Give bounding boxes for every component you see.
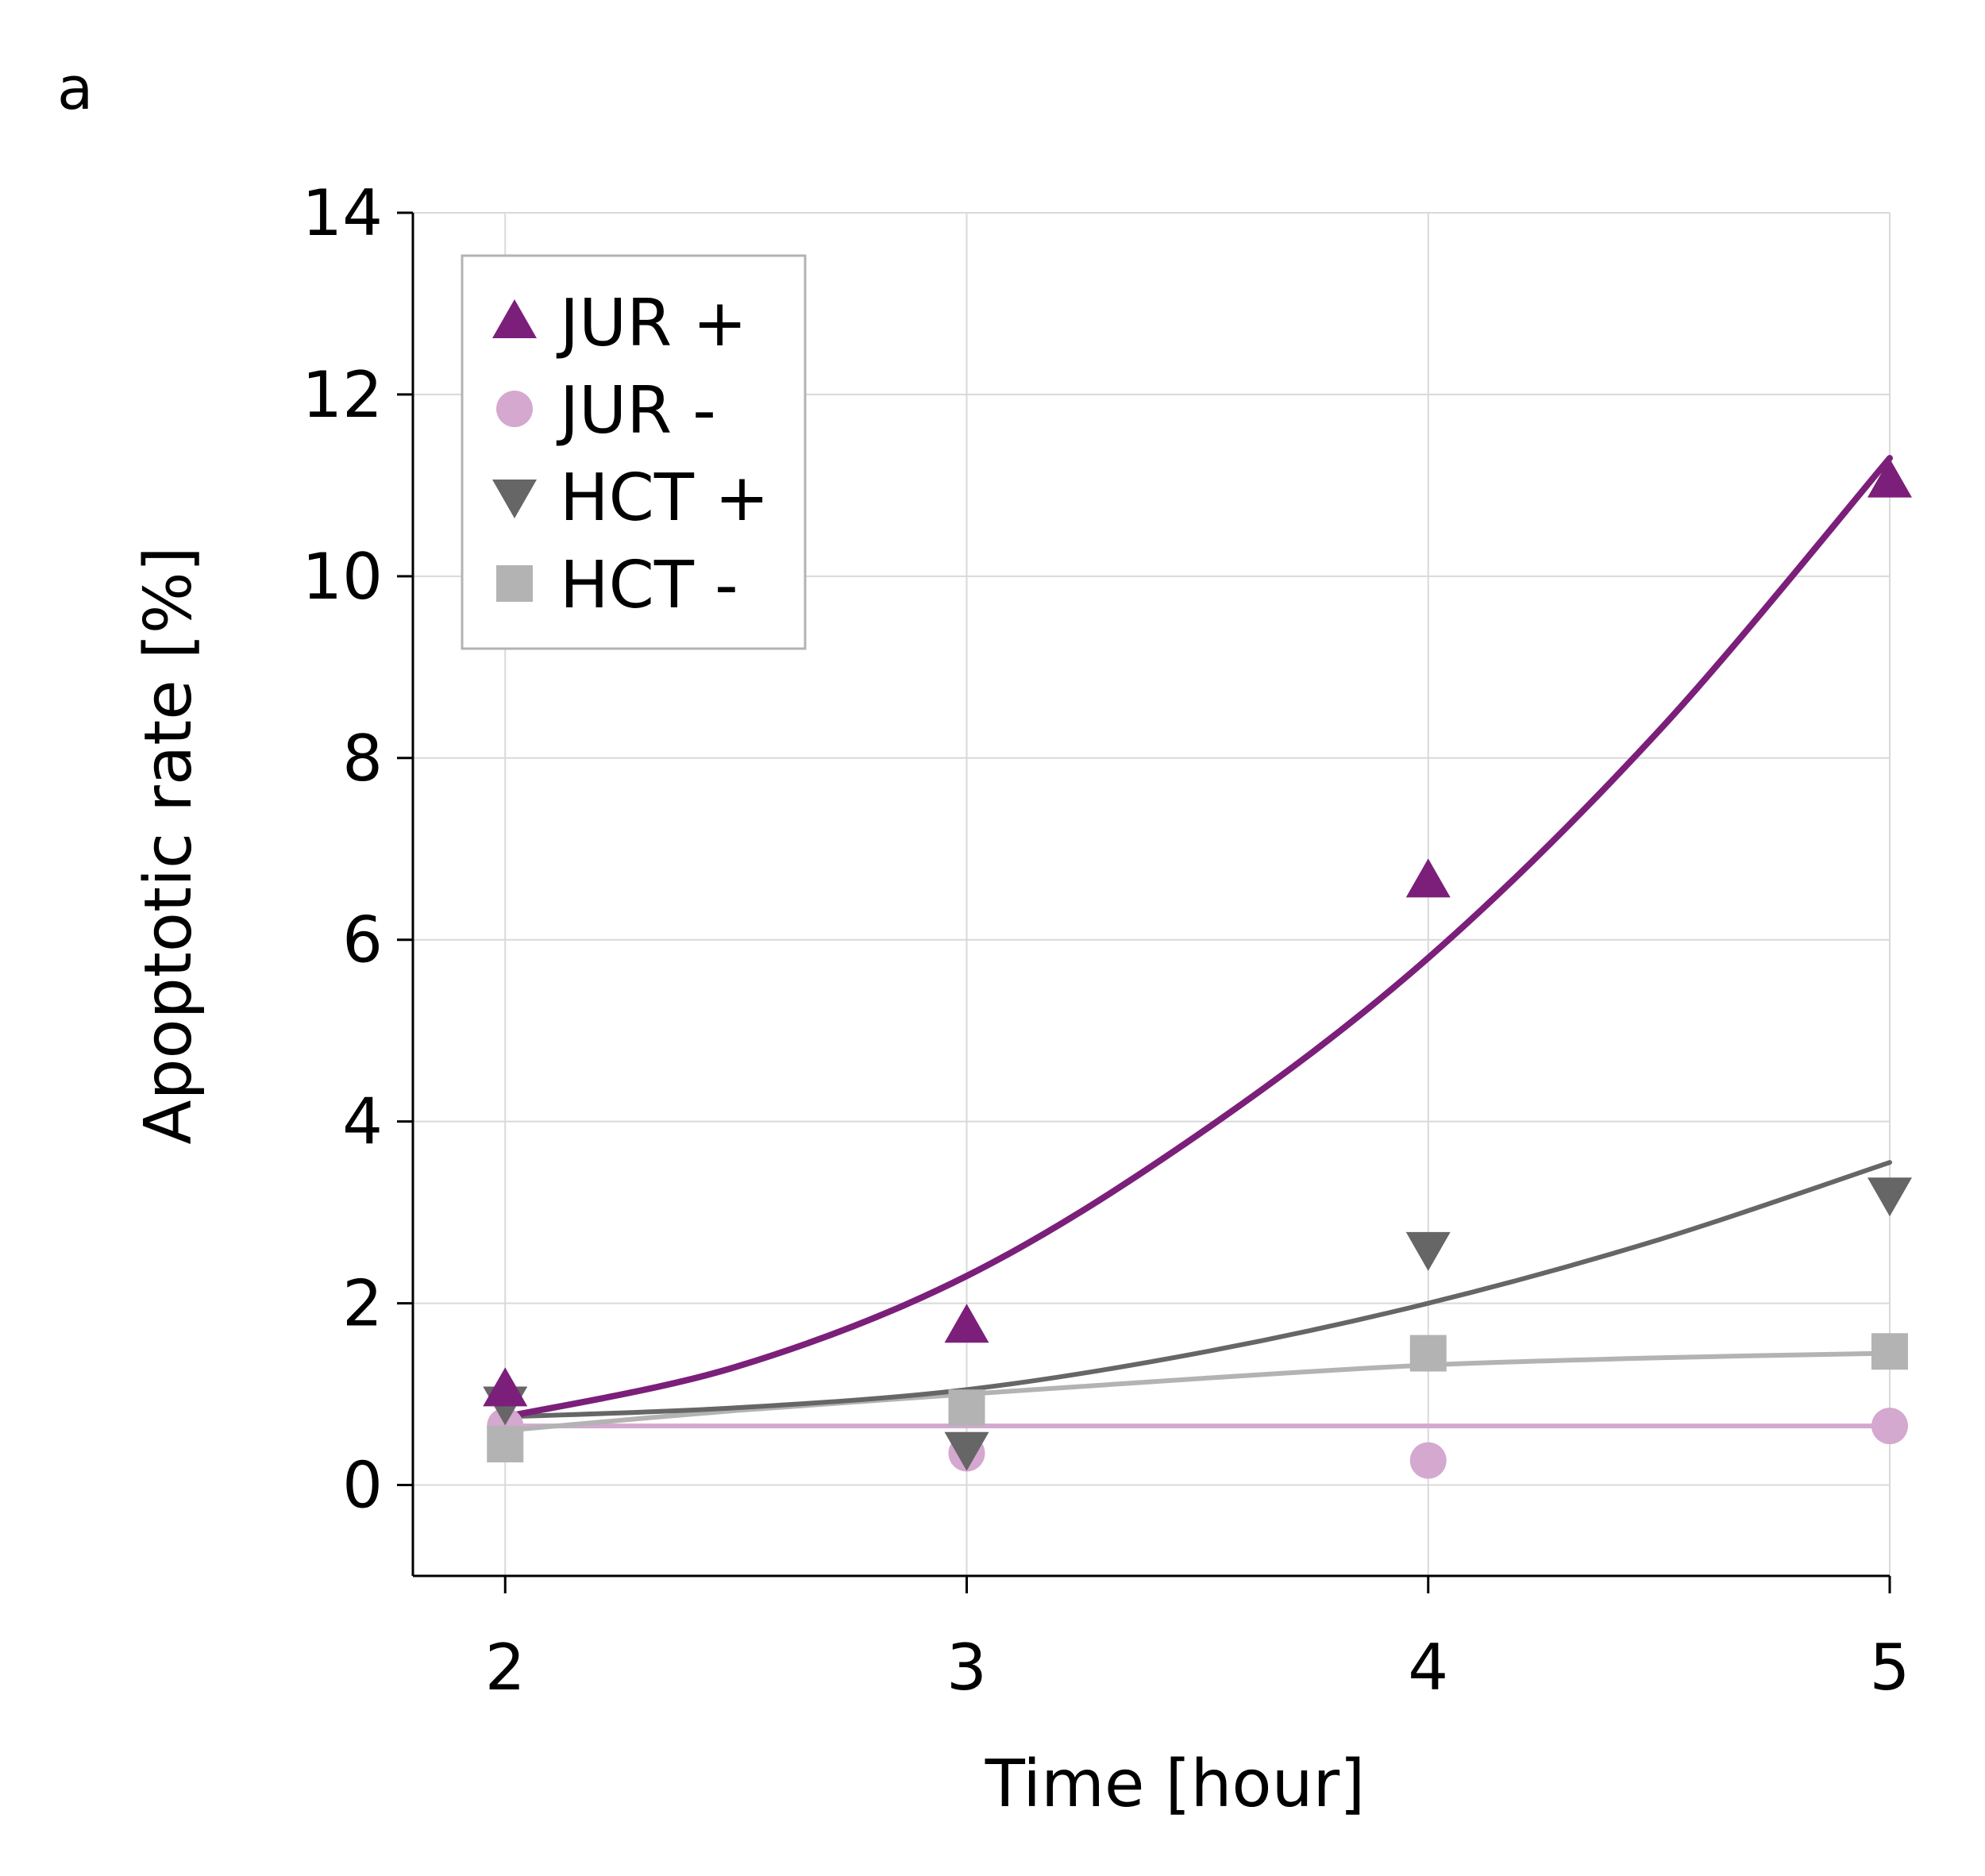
point-jur-plus-0 [483, 1367, 528, 1407]
point-hct-plus-1 [944, 1431, 989, 1471]
trend-lines [502, 455, 1893, 1433]
point-hct-plus-3 [1867, 1177, 1912, 1217]
point-hct-minus-0 [487, 1426, 524, 1463]
legend-label-hct-plus: HCT + [560, 460, 769, 536]
legend-marker-jur-minus [496, 391, 533, 427]
y-tick-label-3: 6 [342, 903, 383, 977]
legend-label-jur-plus: JUR + [556, 286, 747, 361]
y-tick-label-5: 10 [302, 540, 383, 614]
x-axis-title: Time [hour] [985, 1747, 1366, 1822]
y-tick-label-2: 4 [342, 1085, 383, 1159]
point-hct-minus-1 [948, 1389, 985, 1427]
tick-labels: 0 2 4 6 8 10 12 14 2 3 4 5 [302, 176, 1910, 1705]
data-points [483, 458, 1912, 1479]
x-tick-label-0: 2 [485, 1631, 526, 1705]
point-hct-minus-3 [1871, 1333, 1908, 1370]
point-hct-minus-2 [1409, 1335, 1447, 1372]
legend: JUR + JUR - HCT + HCT - [461, 254, 807, 650]
trend-line-jur-plus [502, 455, 1893, 1420]
x-tick-label-3: 5 [1870, 1631, 1910, 1705]
legend-label-jur-minus: JUR - [556, 373, 716, 449]
y-tick-label-6: 12 [302, 358, 383, 432]
point-jur-plus-2 [1405, 858, 1451, 898]
y-axis-title: Apoptotic rate [%] [131, 546, 206, 1144]
point-jur-minus-3 [1871, 1408, 1908, 1445]
trend-line-hct-plus [503, 1160, 1892, 1420]
point-jur-plus-3 [1867, 458, 1912, 498]
trend-line-hct-minus [503, 1350, 1892, 1433]
legend-marker-jur-plus [492, 299, 537, 338]
legend-marker-hct-plus [492, 480, 537, 518]
y-tick-label-0: 0 [342, 1449, 383, 1523]
point-jur-minus-2 [1409, 1442, 1447, 1479]
legend-marker-hct-minus [496, 565, 533, 602]
x-tick-label-2: 4 [1408, 1631, 1448, 1705]
point-hct-plus-2 [1405, 1231, 1451, 1271]
axes [397, 211, 1891, 1593]
y-tick-label-7: 14 [302, 176, 383, 250]
y-tick-label-4: 8 [342, 722, 383, 795]
point-jur-plus-1 [944, 1304, 989, 1343]
x-tick-label-1: 3 [946, 1631, 987, 1705]
panel-label: a [57, 55, 93, 123]
y-tick-label-1: 2 [342, 1267, 383, 1341]
legend-label-hct-minus: HCT - [560, 548, 738, 623]
